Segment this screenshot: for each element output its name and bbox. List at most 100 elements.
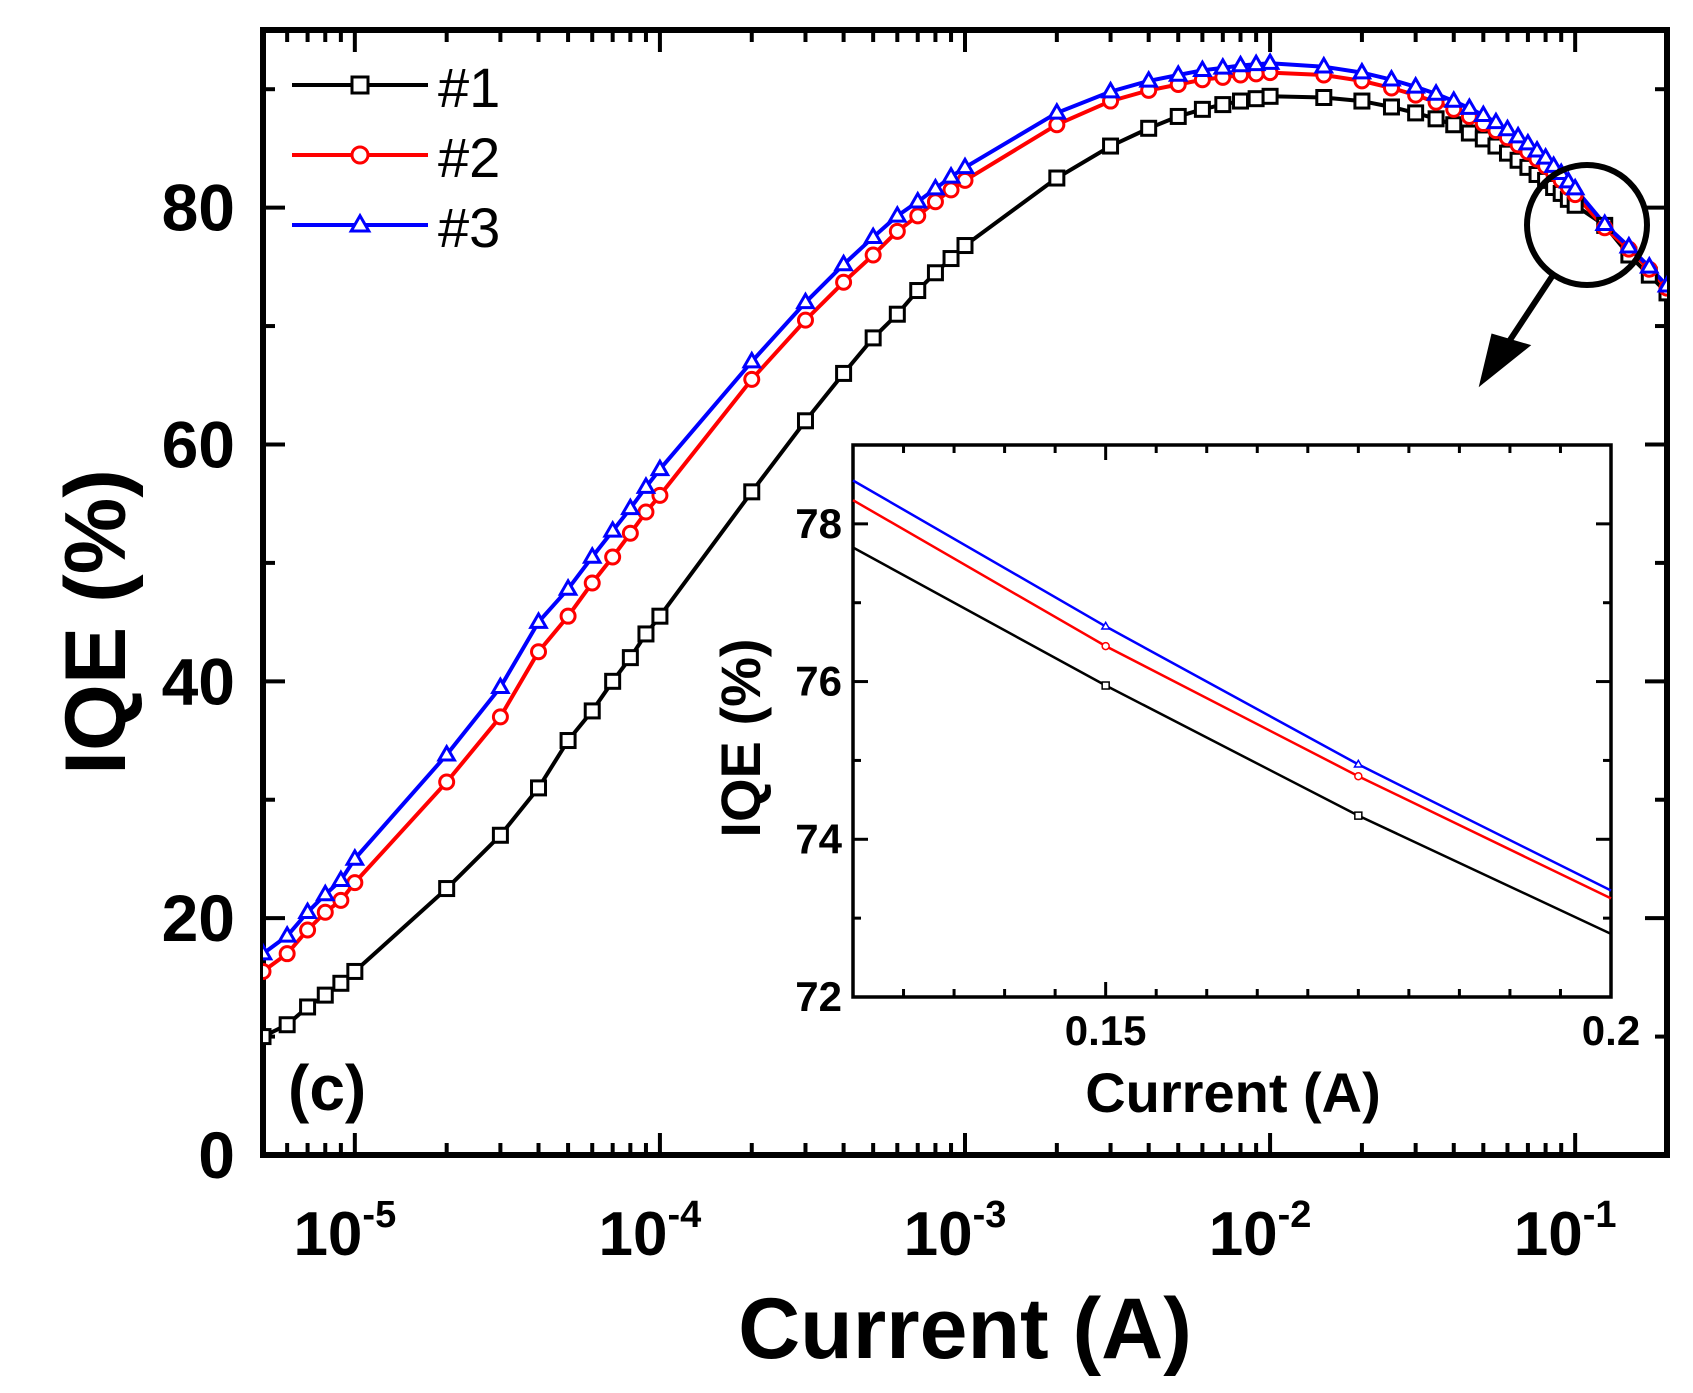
data-point-triangle	[1526, 139, 1548, 158]
data-point-circle	[438, 773, 456, 791]
inset-x-tick-label: 0.15	[1065, 1007, 1147, 1054]
data-point-square	[1193, 100, 1211, 118]
data-point-square	[346, 962, 364, 980]
inset-y-tick-label: 72	[795, 973, 842, 1020]
data-point-circle	[651, 486, 669, 504]
data-point-square	[942, 250, 960, 268]
data-point-triangle	[1100, 620, 1111, 630]
data-point-triangle	[1639, 255, 1660, 274]
data-point-square	[796, 412, 814, 430]
inset-plot: 0.15 0.2 72 74 76 78 Current (A) IQE (%)	[709, 443, 1640, 1124]
data-point-circle	[956, 171, 974, 189]
data-point-circle	[299, 921, 317, 939]
data-point-triangle	[1459, 97, 1480, 115]
data-point-square	[278, 1016, 296, 1034]
data-point-square	[1261, 87, 1279, 105]
data-point-triangle	[940, 165, 962, 184]
data-point-square	[583, 702, 601, 720]
data-point-circle	[583, 574, 601, 592]
data-point-circle	[743, 370, 761, 388]
data-point-square	[1382, 98, 1400, 116]
data-point-square	[1232, 92, 1250, 110]
data-point-triangle	[1443, 90, 1465, 108]
data-point-triangle	[1485, 111, 1507, 130]
data-point-square	[1353, 92, 1371, 110]
data-point-square	[1460, 124, 1478, 142]
data-point-triangle	[862, 226, 884, 244]
data-point-circle	[888, 222, 906, 240]
data-point-square	[1214, 96, 1232, 114]
data-point-triangle	[954, 156, 976, 175]
data-point-circle	[346, 874, 364, 892]
data-point-square	[835, 364, 853, 382]
inset-y-tick-label: 76	[795, 658, 842, 705]
x-tick-label: 10-3	[904, 1194, 1007, 1269]
data-point-circle	[926, 193, 944, 211]
data-point-circle	[350, 145, 370, 165]
data-point-triangle	[1046, 101, 1068, 120]
data-point-triangle	[1497, 118, 1518, 137]
zoom-arrow-shaft	[1507, 273, 1556, 342]
data-point-triangle	[1535, 146, 1556, 165]
x-tick-label: 10-4	[599, 1194, 702, 1269]
data-point-circle	[835, 273, 853, 291]
data-point-square	[637, 625, 655, 643]
data-point-square	[1102, 137, 1120, 155]
data-point-square	[909, 282, 927, 300]
inset-y-axis-title: IQE (%)	[709, 638, 772, 837]
data-point-square	[621, 649, 639, 667]
data-point-square	[956, 237, 974, 255]
x-tick-label: 10-5	[293, 1194, 396, 1269]
data-point-square	[926, 264, 944, 282]
data-point-square	[559, 732, 577, 750]
data-point-triangle	[1564, 177, 1586, 196]
data-point-triangle	[557, 577, 579, 596]
data-point-triangle	[1192, 59, 1213, 78]
data-point-triangle	[925, 177, 946, 196]
inset-series-line-2	[852, 499, 1612, 900]
zoom-circle	[1524, 162, 1650, 288]
data-point-square	[864, 329, 882, 347]
data-point-triangle	[1313, 55, 1335, 74]
data-point-triangle	[314, 883, 336, 902]
data-point-square	[743, 483, 761, 501]
data-point-triangle	[635, 476, 657, 494]
data-point-circle	[491, 708, 509, 726]
data-point-triangle	[436, 743, 457, 762]
data-point-triangle	[1381, 68, 1402, 87]
data-point-triangle	[1212, 56, 1234, 75]
data-point-circle	[621, 524, 639, 542]
data-point-square	[1048, 169, 1066, 187]
data-point-triangle	[1138, 69, 1159, 88]
data-point-circle	[278, 945, 296, 963]
data-point-circle	[1048, 116, 1066, 134]
data-point-triangle	[907, 190, 929, 209]
data-point-circle	[1354, 771, 1363, 781]
data-point-square	[888, 305, 906, 323]
y-tick-label: 0	[198, 1118, 235, 1192]
data-point-square	[1169, 107, 1187, 125]
data-point-square	[1427, 110, 1445, 128]
data-point-triangle	[276, 924, 298, 943]
data-point-triangle	[1594, 213, 1616, 231]
inset-y-tick-label: 74	[795, 815, 842, 862]
data-point-triangle	[887, 204, 908, 223]
x-tick-label: 10-2	[1209, 1194, 1312, 1269]
inset-frame	[851, 443, 1613, 999]
data-point-triangle	[528, 611, 549, 629]
data-point-square	[1247, 90, 1265, 108]
data-point-triangle	[581, 545, 603, 564]
data-point-circle	[559, 607, 577, 625]
y-tick-label: 40	[162, 644, 235, 718]
data-point-circle	[1101, 641, 1110, 651]
data-point-triangle	[1100, 80, 1121, 99]
inset-series-line-1	[852, 546, 1612, 936]
main-plot: 10-5 10-4 10-3 10-2 10-1 0 20 40 60 80 Current (A)…	[48, 27, 1670, 1377]
data-point-triangle	[1507, 125, 1529, 144]
data-point-triangle	[1405, 75, 1426, 94]
data-point-square	[332, 974, 350, 992]
data-point-square	[350, 75, 370, 95]
inset-x-axis-title: Current (A)	[1085, 1061, 1381, 1124]
x-tick-label: 10-1	[1514, 1194, 1617, 1269]
